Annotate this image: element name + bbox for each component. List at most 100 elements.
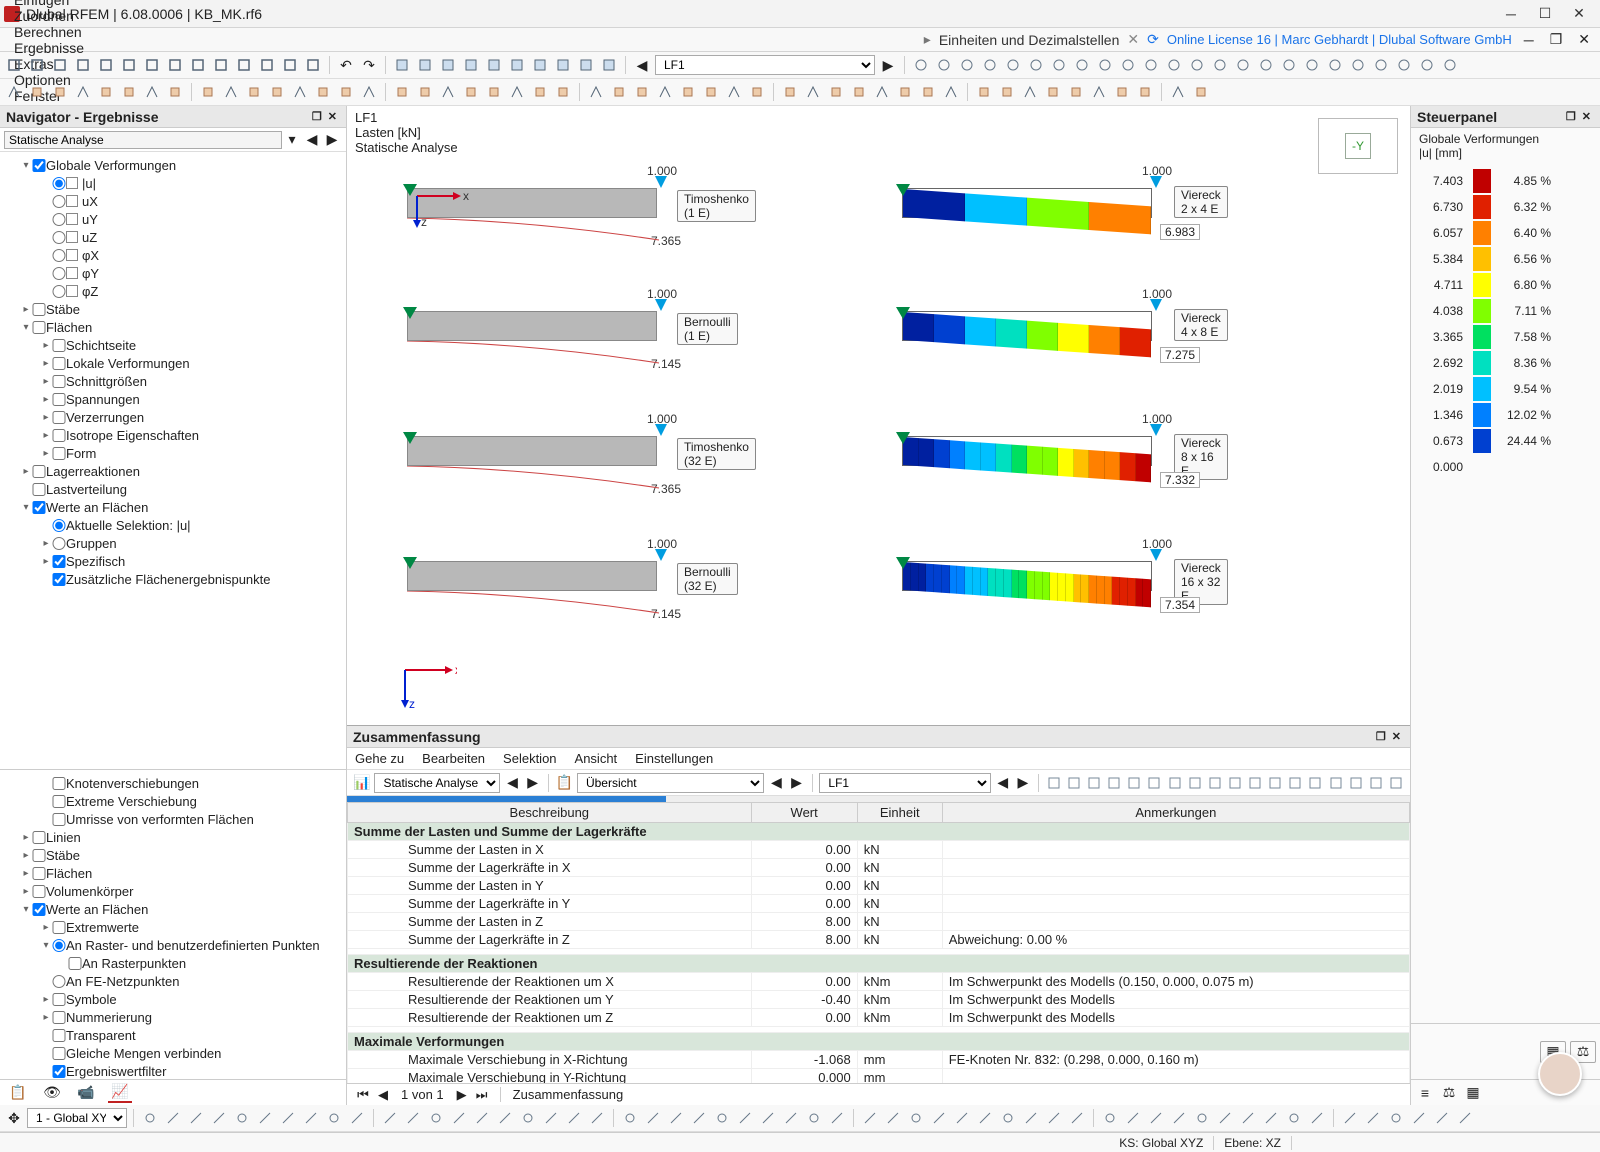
toolbar-button[interactable] xyxy=(163,1108,183,1128)
toolbar-button[interactable] xyxy=(301,1108,321,1128)
toolbar-button[interactable] xyxy=(957,55,977,75)
toolbar-button[interactable] xyxy=(541,1108,561,1128)
toolbar-button[interactable] xyxy=(1043,82,1063,102)
toolbar-button[interactable] xyxy=(1089,82,1109,102)
toolbar-button[interactable] xyxy=(1307,773,1323,793)
tree-radio[interactable] xyxy=(52,249,66,262)
toolbar-button[interactable] xyxy=(980,55,1000,75)
sum-icon[interactable]: 📊 xyxy=(353,773,370,793)
tree-radio[interactable] xyxy=(52,267,66,280)
toolbar-button[interactable] xyxy=(1067,1108,1087,1128)
tree-caret[interactable]: ▸ xyxy=(40,358,52,369)
toolbar-button[interactable] xyxy=(1044,1108,1064,1128)
tree-row[interactable]: ▸Volumenkörper xyxy=(0,882,346,900)
toolbar-button[interactable] xyxy=(313,82,333,102)
toolbar-button[interactable] xyxy=(1021,1108,1041,1128)
tree-row[interactable]: Transparent xyxy=(0,1026,346,1044)
toolbar-button[interactable] xyxy=(576,55,596,75)
tree-checkbox[interactable] xyxy=(32,903,46,916)
toolbar-button[interactable] xyxy=(73,55,93,75)
tree-caret[interactable]: ▾ xyxy=(40,940,52,951)
tree-row[interactable]: ▸Symbole xyxy=(0,990,346,1008)
toolbar-button[interactable] xyxy=(1348,55,1368,75)
toolbar-button[interactable] xyxy=(678,82,698,102)
menu-berechnen[interactable]: Berechnen xyxy=(6,24,92,40)
toolbar-button[interactable] xyxy=(1247,773,1263,793)
tree-caret[interactable]: ▾ xyxy=(20,502,32,513)
tree-row[interactable]: ▸Spannungen xyxy=(0,390,346,408)
tree-row[interactable]: Extreme Verschiebung xyxy=(0,792,346,810)
toolbar-button[interactable] xyxy=(449,1108,469,1128)
toolbar-button[interactable] xyxy=(392,82,412,102)
toolbar-button[interactable] xyxy=(586,82,606,102)
menu-zuordnen[interactable]: Zuordnen xyxy=(6,8,92,24)
toolbar-button[interactable] xyxy=(564,1108,584,1128)
tree-row[interactable]: uX xyxy=(0,192,346,210)
next-page-icon[interactable]: ▶ xyxy=(452,1085,472,1105)
toolbar-button[interactable] xyxy=(1233,55,1253,75)
toolbar-button[interactable] xyxy=(324,1108,344,1128)
tree-row[interactable]: ▸Form xyxy=(0,444,346,462)
toolbar-button[interactable] xyxy=(1146,1108,1166,1128)
tree-row[interactable]: Zusätzliche Flächenergebnispunkte xyxy=(0,570,346,588)
menu-ergebnisse[interactable]: Ergebnisse xyxy=(6,40,92,56)
toolbar-button[interactable] xyxy=(1046,773,1062,793)
tree-caret[interactable]: ▸ xyxy=(20,466,32,477)
filter-prev-icon[interactable]: ◀ xyxy=(302,130,322,150)
toolbar-button[interactable] xyxy=(712,1108,732,1128)
tree-row[interactable]: ▸Spezifisch xyxy=(0,552,346,570)
toolbar-button[interactable] xyxy=(1187,773,1203,793)
toolbar-button[interactable] xyxy=(244,82,264,102)
tree-caret[interactable]: ▸ xyxy=(20,832,32,843)
toolbar-button[interactable] xyxy=(724,82,744,102)
toolbar-button[interactable] xyxy=(198,82,218,102)
redo-button[interactable]: ↷ xyxy=(359,55,379,75)
tree-row[interactable]: ▸Schnittgrößen xyxy=(0,372,346,390)
toolbar-button[interactable] xyxy=(1279,55,1299,75)
toolbar-button[interactable] xyxy=(1388,773,1404,793)
close-panel-icon[interactable]: ✕ xyxy=(1389,730,1404,743)
toolbar-button[interactable] xyxy=(1261,1108,1281,1128)
tree-row[interactable]: ▸Linien xyxy=(0,828,346,846)
toolbar-button[interactable] xyxy=(336,82,356,102)
toolbar-button[interactable] xyxy=(1191,82,1211,102)
toolbar-button[interactable] xyxy=(1192,1108,1212,1128)
toolbar-button[interactable] xyxy=(278,1108,298,1128)
toolbar-button[interactable] xyxy=(1112,82,1132,102)
toolbar-button[interactable] xyxy=(50,82,70,102)
tree-radio[interactable] xyxy=(52,519,66,532)
tree-checkbox[interactable] xyxy=(52,813,66,826)
toolbar-button[interactable] xyxy=(872,82,892,102)
toolbar-button[interactable] xyxy=(883,1108,903,1128)
tree-checkbox[interactable] xyxy=(32,483,46,496)
nav-tab-3[interactable]: 📹 xyxy=(74,1083,98,1103)
toolbar-button[interactable] xyxy=(1440,55,1460,75)
toolbar-button[interactable] xyxy=(280,55,300,75)
mdi-close-icon[interactable]: ✕ xyxy=(1574,31,1594,48)
toolbar-button[interactable] xyxy=(507,55,527,75)
tree-radio[interactable] xyxy=(52,195,66,208)
tree-row[interactable]: ▸Nummerierung xyxy=(0,1008,346,1026)
toolbar-button[interactable] xyxy=(255,1108,275,1128)
toolbar-button[interactable] xyxy=(895,82,915,102)
tree-caret[interactable]: ▾ xyxy=(20,904,32,915)
sp-tab[interactable]: ▦ xyxy=(1463,1083,1483,1103)
nav-next-button[interactable]: ▶ xyxy=(878,55,898,75)
toolbar-button[interactable] xyxy=(484,55,504,75)
tree-row[interactable]: φZ xyxy=(0,282,346,300)
toolbar-button[interactable] xyxy=(426,1108,446,1128)
tree-checkbox[interactable] xyxy=(52,393,66,406)
toolbar-button[interactable] xyxy=(96,55,116,75)
close-button[interactable]: ✕ xyxy=(1562,3,1596,25)
summary-menu-item[interactable]: Selektion xyxy=(503,751,556,766)
tree-checkbox[interactable] xyxy=(52,795,66,808)
toolbar-button[interactable] xyxy=(415,82,435,102)
toolbar-button[interactable] xyxy=(186,1108,206,1128)
toolbar-button[interactable] xyxy=(380,1108,400,1128)
tree-row[interactable]: ▸Gruppen xyxy=(0,534,346,552)
sum-select-2[interactable]: Übersicht xyxy=(577,773,764,793)
toolbar-button[interactable] xyxy=(701,82,721,102)
toolbar-button[interactable] xyxy=(1215,1108,1235,1128)
tree-caret[interactable]: ▸ xyxy=(40,922,52,933)
tree-row[interactable]: ▾An Raster- und benutzerdefinierten Punk… xyxy=(0,936,346,954)
